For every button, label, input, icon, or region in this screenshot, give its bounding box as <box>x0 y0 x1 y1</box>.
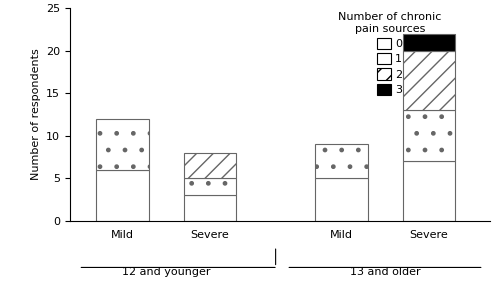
Bar <box>184 178 236 195</box>
Bar <box>402 161 455 221</box>
Legend: 0, 1, 2, 3: 0, 1, 2, 3 <box>336 10 444 97</box>
Bar <box>96 119 149 170</box>
Text: 12 and younger: 12 and younger <box>122 267 210 277</box>
Text: 13 and older: 13 and older <box>350 267 420 277</box>
Bar <box>315 144 368 178</box>
Bar <box>96 170 149 221</box>
Bar <box>184 195 236 221</box>
Bar <box>184 153 236 178</box>
Bar <box>402 34 455 51</box>
Y-axis label: Number of respondents: Number of respondents <box>30 49 40 181</box>
Bar <box>402 51 455 110</box>
Bar <box>315 178 368 221</box>
Bar <box>402 110 455 161</box>
